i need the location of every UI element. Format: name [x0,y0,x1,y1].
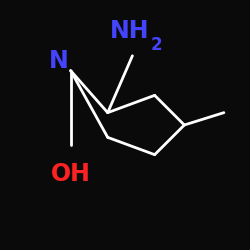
Text: OH: OH [51,162,90,186]
Text: 2: 2 [151,36,162,54]
Text: N: N [48,49,68,73]
Text: NH: NH [110,19,150,43]
